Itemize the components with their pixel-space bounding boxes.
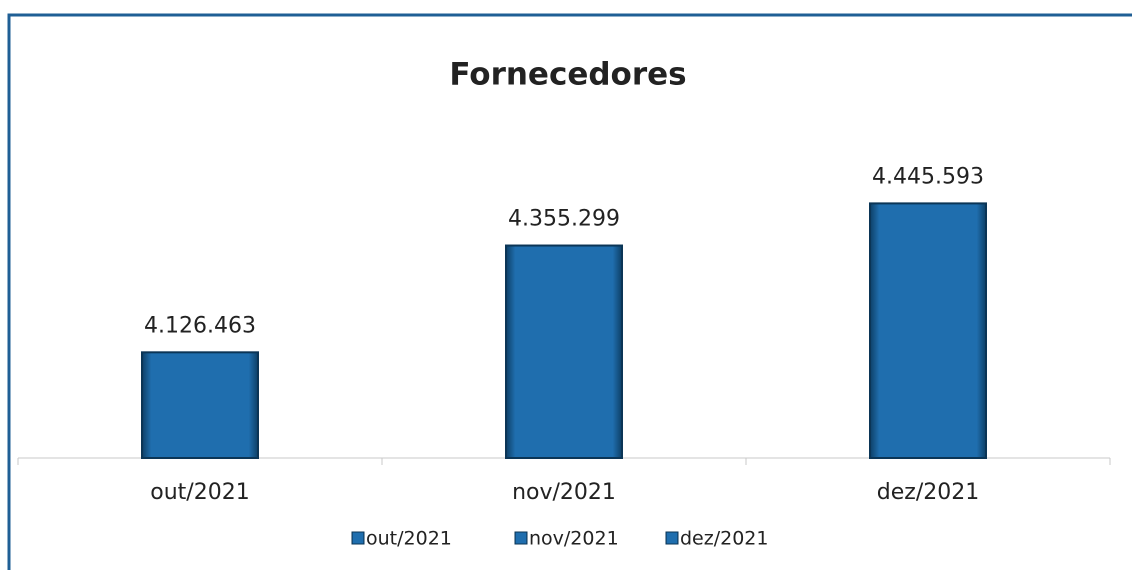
bar [141,351,259,459]
legend-label: out/2021 [366,528,452,550]
bar [869,202,987,459]
chart-title: Fornecedores [449,57,686,93]
data-label: 4.126.463 [144,313,256,338]
legend-marker [514,531,528,545]
legend-label: dez/2021 [680,528,768,550]
x-tick-label: nov/2021 [512,480,616,505]
x-tick-label: out/2021 [150,480,249,505]
x-tick-label: dez/2021 [877,480,979,505]
bar [505,244,623,459]
data-label: 4.445.593 [872,164,984,189]
legend-label: nov/2021 [529,528,619,550]
frame [7,13,1132,570]
legend-marker [665,531,679,545]
data-label: 4.355.299 [508,207,620,232]
legend-marker [351,531,365,545]
